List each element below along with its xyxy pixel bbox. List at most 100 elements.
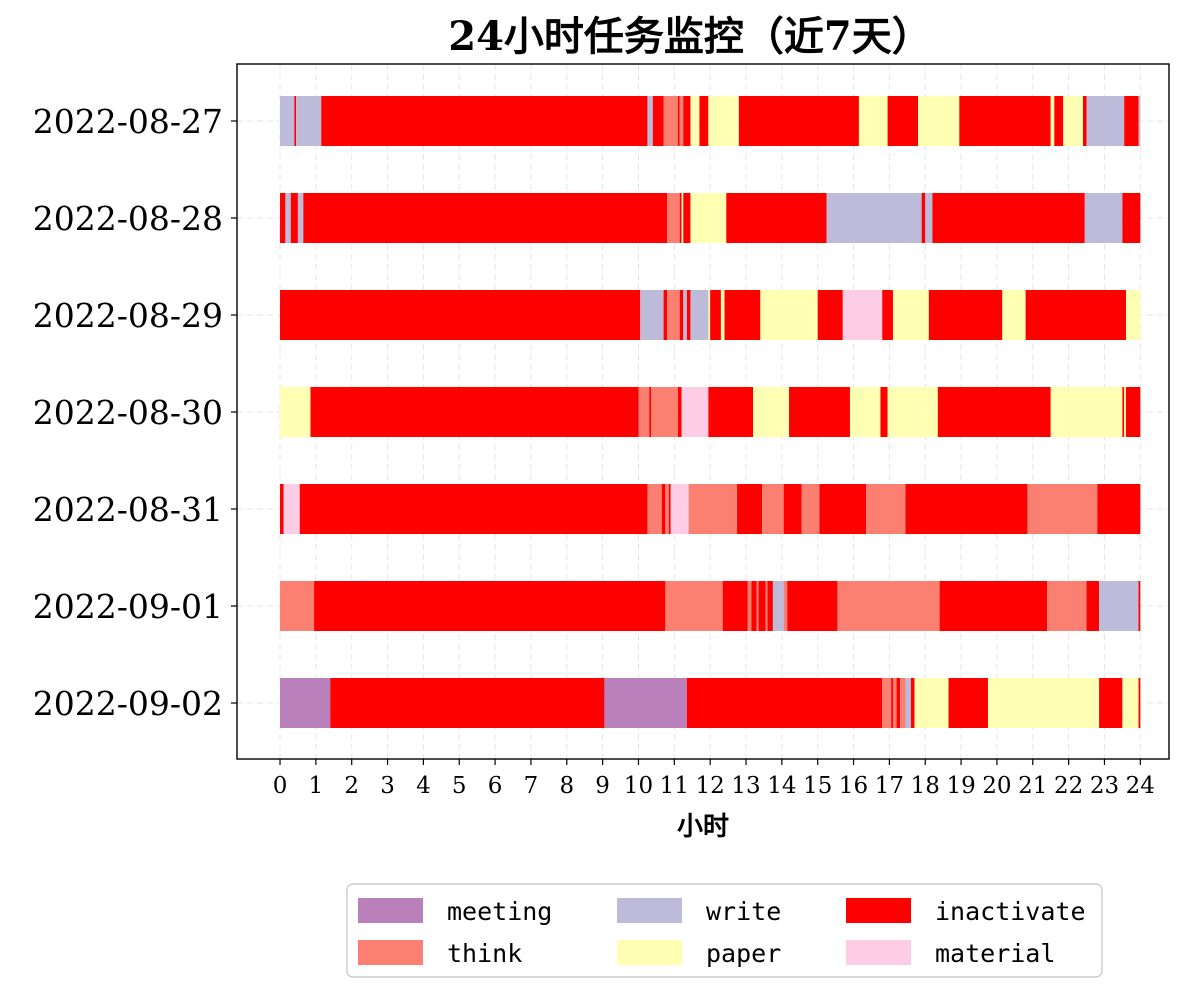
bar-segment-inactivate (686, 290, 691, 340)
x-tick-label: 2 (344, 773, 359, 799)
bar-segment-inactivate (663, 290, 668, 340)
bar-segment-paper (690, 193, 727, 243)
bar-segment-inactivate (679, 290, 684, 340)
bar-segment-inactivate (683, 193, 691, 243)
bar-segment-think (1027, 484, 1098, 534)
bar-segment-inactivate (722, 581, 748, 631)
bar-segment-inactivate (896, 678, 901, 728)
bar-segment-inactivate (1082, 96, 1087, 146)
bar-segment-inactivate (677, 96, 680, 146)
bar-segment-inactivate (880, 387, 888, 437)
bar-segment-paper (720, 290, 725, 340)
bar-segment-inactivate (321, 96, 648, 146)
bar-segment-think (900, 678, 906, 728)
bar-segment-inactivate (699, 96, 709, 146)
bar-segment-paper (708, 96, 739, 146)
bar-segment-inactivate (817, 290, 843, 340)
x-tick-label: 22 (1054, 773, 1083, 799)
bar-segment-think (882, 678, 892, 728)
legend-label-write: write (706, 897, 781, 926)
bar-segment-inactivate (724, 290, 761, 340)
bar-segment-inactivate (280, 484, 284, 534)
bar-segment-inactivate (310, 387, 639, 437)
x-tick-label: 13 (731, 773, 760, 799)
bar-segment-inactivate (708, 387, 754, 437)
bar-segment-inactivate (679, 193, 682, 243)
legend-swatch-think (358, 940, 423, 965)
bar-segment-material (283, 484, 300, 534)
x-tick-label: 5 (452, 773, 467, 799)
bar-segment-inactivate (751, 581, 757, 631)
bar-segment-think (665, 484, 669, 534)
bar-segment-inactivate (1124, 96, 1139, 146)
bar-segment-inactivate (910, 678, 915, 728)
legend-label-think: think (447, 939, 522, 968)
bar-segment-inactivate (948, 678, 988, 728)
x-tick-label: 24 (1126, 773, 1155, 799)
y-tick-label: 2022-08-27 (33, 102, 223, 141)
bar-segment-think (1047, 581, 1087, 631)
bar-segment-inactivate (668, 484, 671, 534)
bar-segment-material (681, 387, 709, 437)
bar-segment-inactivate (1125, 387, 1141, 437)
x-axis-label: 小时 (677, 812, 729, 842)
y-tick-label: 2022-08-31 (33, 490, 223, 529)
legend-swatch-material (846, 940, 911, 965)
legend-label-meeting: meeting (447, 897, 552, 926)
bar-segment-write (640, 290, 664, 340)
bar-segment-inactivate (928, 290, 1003, 340)
bar-segment-inactivate (1099, 678, 1123, 728)
legend-label-inactivate: inactivate (935, 897, 1086, 926)
bar-segment-think (665, 581, 723, 631)
bar-segment-paper (887, 387, 938, 437)
bar-segment-inactivate (932, 193, 1085, 243)
bar-segment-material (842, 290, 883, 340)
bar-segment-paper (914, 678, 949, 728)
bar-segment-paper (1050, 96, 1055, 146)
bar-segment-inactivate (767, 581, 773, 631)
bar-segment-inactivate (280, 290, 641, 340)
bar-segment-paper (1122, 678, 1139, 728)
bar-segment-inactivate (921, 193, 926, 243)
bar-segment-inactivate (1054, 96, 1064, 146)
x-tick-label: 16 (839, 773, 868, 799)
bar-segment-inactivate (294, 96, 297, 146)
bar-segment-paper (690, 96, 700, 146)
bar-segment-inactivate (787, 581, 838, 631)
bar-segment-inactivate (819, 484, 867, 534)
x-tick-label: 14 (767, 773, 796, 799)
x-tick-label: 8 (559, 773, 574, 799)
y-tick-label: 2022-08-30 (33, 393, 223, 432)
bar-segment-paper (708, 290, 711, 340)
bar-segment-paper (918, 96, 960, 146)
bar-segment-paper (1124, 387, 1126, 437)
bar-segment-think (667, 193, 680, 243)
bar-segment-write (280, 96, 295, 146)
x-tick-label: 20 (982, 773, 1011, 799)
bar-segment-material (670, 484, 689, 534)
x-tick-label: 11 (660, 773, 689, 799)
x-axis: 0 1 2 3 4 5 6 7 8 9 10 11 12 13 14 15 16 17 18 19 20 21 22 23 24 (273, 759, 1155, 799)
bar-segment-inactivate (937, 387, 1051, 437)
bar-segment-inactivate (299, 484, 648, 534)
x-tick-label: 23 (1090, 773, 1119, 799)
x-tick-label: 7 (524, 773, 539, 799)
legend: meeting write inactivate think paper material (346, 883, 1103, 978)
bar-segment-inactivate (677, 387, 682, 437)
y-tick-label: 2022-08-29 (33, 296, 223, 335)
x-tick-label: 4 (416, 773, 431, 799)
bar-segment-inactivate (1138, 581, 1141, 631)
legend-swatch-write (617, 898, 682, 923)
bar-segment-think (663, 96, 678, 146)
bar-segment-think (801, 484, 820, 534)
bar-segment-paper (849, 387, 881, 437)
x-tick-label: 3 (380, 773, 395, 799)
x-tick-label: 10 (624, 773, 653, 799)
bar-segment-write (683, 290, 687, 340)
legend-swatch-meeting (358, 898, 423, 923)
bar-segment-inactivate (649, 387, 652, 437)
bar-segment-inactivate (1025, 290, 1126, 340)
bar-segment-meeting (604, 678, 687, 728)
x-tick-label: 1 (309, 773, 324, 799)
bar-segment-paper (1125, 290, 1141, 340)
